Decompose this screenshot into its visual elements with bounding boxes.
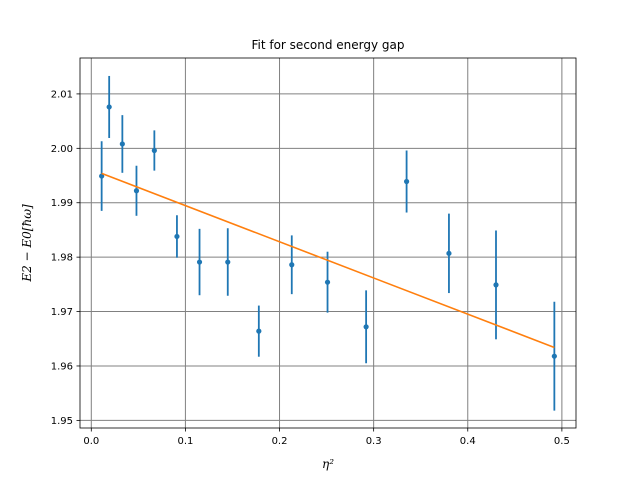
data-marker [133,188,140,194]
data-point [119,115,125,173]
data-point [174,215,180,258]
x-axis-label: η² [322,457,334,471]
y-tick-label: 2.01 [51,89,73,100]
data-marker [403,178,410,185]
data-marker [225,259,231,265]
data-marker [256,328,262,334]
data-marker [106,104,112,110]
data-point [99,141,105,211]
y-tick-label: 1.97 [51,307,73,318]
x-tick-label: 0.2 [272,436,288,447]
data-point [363,290,369,364]
y-tick-label: 1.96 [51,361,73,372]
data-marker [363,324,369,330]
y-tick-label: 1.98 [51,253,73,264]
data-marker [446,250,452,256]
data-marker [551,353,557,359]
data-point [196,228,203,296]
data-marker [151,147,157,154]
data-point [151,130,157,171]
chart-title: Fit for second energy gap [251,38,404,52]
data-point [403,150,410,213]
x-tick-label: 0.4 [460,436,476,447]
fit-line [101,172,555,349]
data-point [493,230,499,340]
grid [80,58,576,428]
plot-series [99,75,557,411]
data-marker [289,262,295,268]
data-marker [324,279,331,285]
axis-ticks: 0.0 0.1 0.2 0.3 0.4 0.5 1.95 1.96 1.97 1.98 1.99 2.… [51,89,570,447]
y-tick-label: 1.95 [51,416,73,427]
data-marker [493,282,499,288]
x-tick-label: 0.3 [366,436,382,447]
data-marker [196,259,203,265]
data-point [324,251,331,313]
data-point [256,305,262,357]
x-tick-label: 0.1 [177,436,193,447]
data-point [225,228,231,296]
data-marker [119,141,125,147]
data-marker [174,233,180,240]
y-axis-label: E2 − E0[ħω] [20,204,34,283]
data-point [133,165,140,216]
data-point [106,75,112,138]
plot-frame [79,57,577,429]
data-point [289,235,295,295]
data-marker [99,173,105,179]
data-point [551,301,557,411]
x-tick-label: 0.5 [554,436,570,447]
x-tick-label: 0.0 [83,436,99,447]
data-point [446,213,452,294]
y-tick-label: 2.00 [51,144,73,155]
y-tick-label: 1.99 [51,198,73,209]
